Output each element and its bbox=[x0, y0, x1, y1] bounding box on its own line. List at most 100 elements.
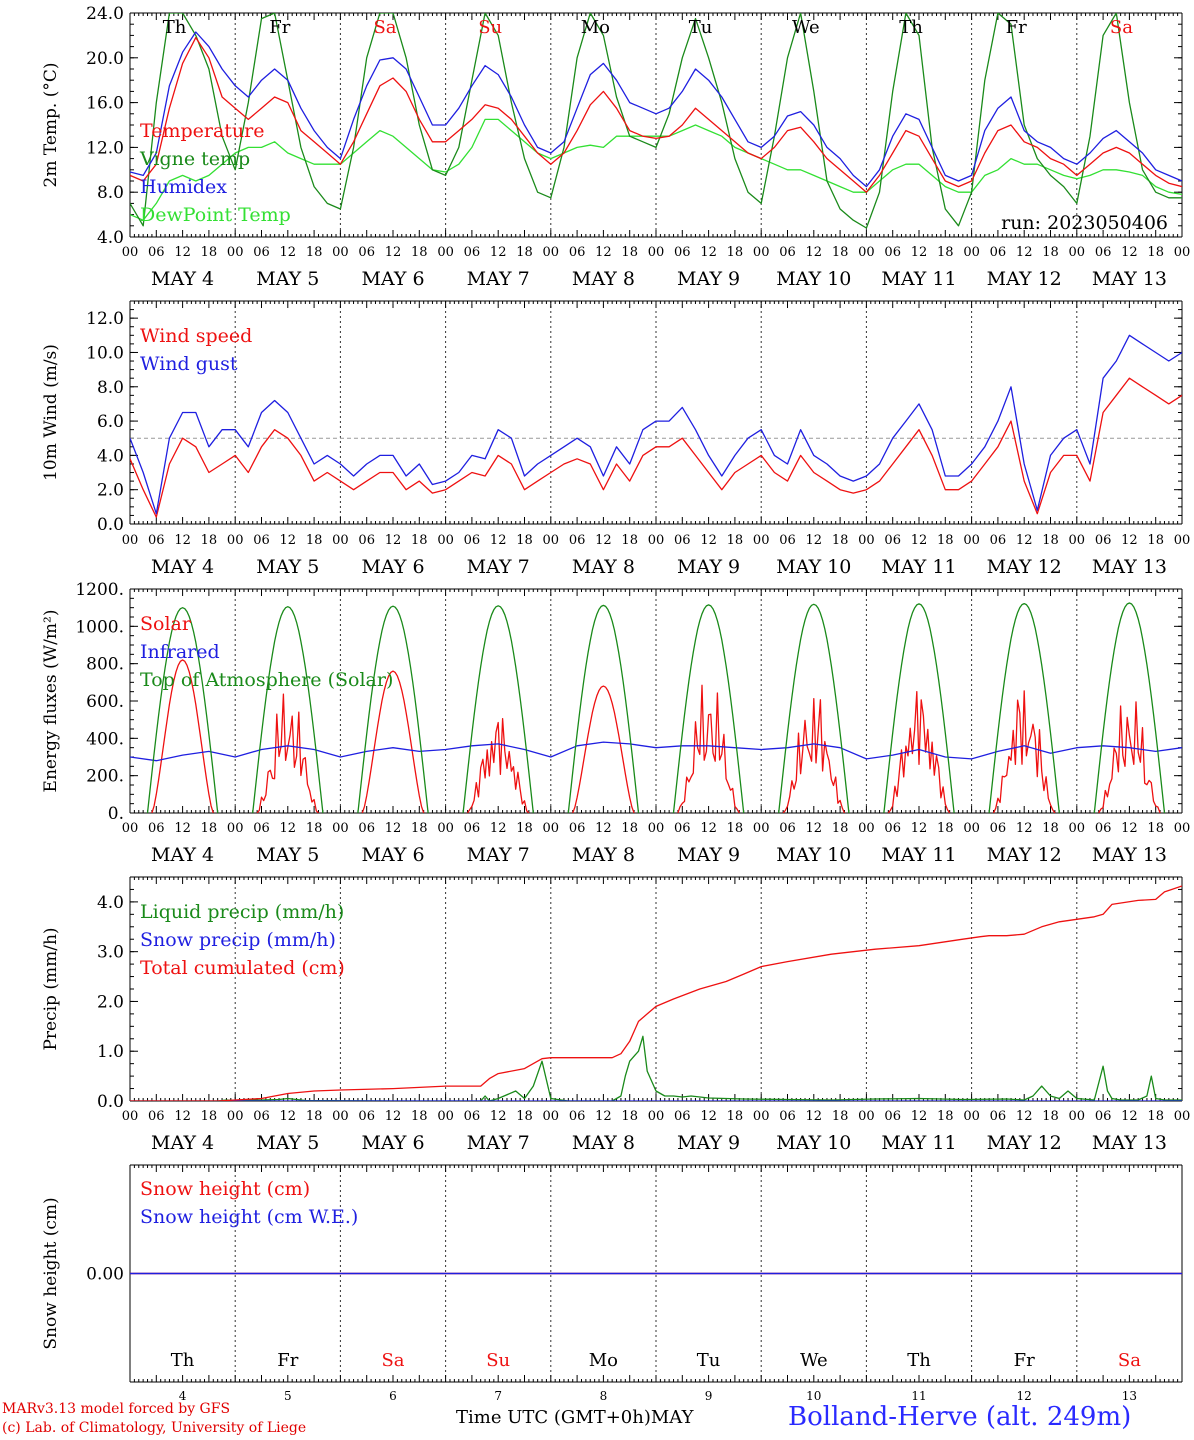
x-date-label: MAY 9 bbox=[677, 844, 740, 866]
x-hour-label: 06 bbox=[148, 533, 165, 548]
x-date-label: MAY 11 bbox=[881, 1132, 956, 1154]
day-abbr-label: Su bbox=[486, 1350, 510, 1371]
run-annotation: run: 2023050406 bbox=[1001, 212, 1168, 234]
x-hour-label: 00 bbox=[437, 1109, 454, 1124]
legend-entry: Snow height (cm W.E.) bbox=[140, 1206, 358, 1228]
series-solar-line bbox=[256, 693, 319, 813]
x-hour-label: 00 bbox=[122, 821, 139, 836]
day-number-label: 11 bbox=[911, 1389, 926, 1403]
x-hour-label: 00 bbox=[1174, 245, 1191, 260]
legend-entry: Infrared bbox=[140, 641, 220, 663]
x-date-label: MAY 8 bbox=[572, 268, 635, 290]
x-date-label: MAY 6 bbox=[361, 1132, 424, 1154]
x-hour-label: 06 bbox=[569, 533, 586, 548]
series-liquid-precip-mm-h-line bbox=[130, 1035, 1182, 1101]
series-top-of-atmosphere-solar-line bbox=[778, 603, 850, 813]
y-tick-label: 400. bbox=[86, 729, 124, 749]
x-hour-label: 12 bbox=[490, 245, 507, 260]
x-hour-label: 00 bbox=[332, 245, 349, 260]
x-hour-label: 18 bbox=[1042, 1109, 1059, 1124]
legend-entry: Wind speed bbox=[140, 325, 252, 347]
x-date-label: MAY 8 bbox=[572, 556, 635, 578]
legend-entry: Temperature bbox=[140, 120, 264, 142]
x-hour-label: 12 bbox=[806, 245, 823, 260]
x-hour-label: 18 bbox=[832, 245, 849, 260]
series-solar-line bbox=[887, 691, 951, 813]
x-hour-label: 00 bbox=[332, 533, 349, 548]
x-hour-label: 12 bbox=[280, 533, 297, 548]
y-tick-label: 3.0 bbox=[97, 943, 124, 963]
x-hour-label: 06 bbox=[1095, 1109, 1112, 1124]
day-abbr-label: Fr bbox=[1014, 1350, 1035, 1371]
x-hour-label: 00 bbox=[858, 245, 875, 260]
x-date-label: MAY 10 bbox=[776, 1132, 851, 1154]
x-hour-label: 00 bbox=[437, 245, 454, 260]
x-date-label: MAY 8 bbox=[572, 1132, 635, 1154]
x-hour-label: 06 bbox=[884, 245, 901, 260]
x-hour-label: 00 bbox=[858, 1109, 875, 1124]
x-hour-label: 18 bbox=[1147, 1109, 1164, 1124]
x-hour-label: 18 bbox=[727, 245, 744, 260]
x-hour-label: 12 bbox=[1121, 533, 1138, 548]
day-abbr-label: Th bbox=[171, 1350, 195, 1371]
x-hour-label: 12 bbox=[595, 533, 612, 548]
x-hour-label: 06 bbox=[148, 1109, 165, 1124]
x-date-label: MAY 6 bbox=[361, 556, 424, 578]
x-hour-label: 18 bbox=[727, 1109, 744, 1124]
day-abbr-label: Fr bbox=[1006, 17, 1027, 38]
x-date-label: MAY 6 bbox=[361, 844, 424, 866]
x-hour-label: 00 bbox=[1069, 821, 1086, 836]
day-abbr-label: Mo bbox=[581, 17, 610, 38]
x-hour-label: 18 bbox=[832, 1109, 849, 1124]
x-hour-label: 12 bbox=[1016, 533, 1033, 548]
x-hour-label: 06 bbox=[358, 1109, 375, 1124]
y-tick-label: 0. bbox=[108, 804, 124, 824]
x-hour-label: 18 bbox=[937, 821, 954, 836]
panel-2: 0.0 2.0 4.0 6.0 8.0 10.0 12.0 10m Wind (m/s) 00 0… bbox=[41, 300, 1190, 578]
x-hour-label: 12 bbox=[595, 245, 612, 260]
legend-entry: Liquid precip (mm/h) bbox=[140, 901, 344, 923]
series-top-of-atmosphere-solar-line bbox=[357, 605, 429, 813]
y-tick-label: 4.0 bbox=[97, 893, 124, 913]
x-date-label: MAY 7 bbox=[467, 556, 530, 578]
x-date-label: MAY 12 bbox=[987, 268, 1062, 290]
x-hour-label: 18 bbox=[1042, 245, 1059, 260]
x-hour-label: 06 bbox=[358, 821, 375, 836]
series-wind-speed-line bbox=[130, 377, 1182, 518]
day-abbr-label: Th bbox=[899, 17, 923, 38]
x-hour-label: 06 bbox=[464, 1109, 481, 1124]
x-date-label: MAY 10 bbox=[776, 268, 851, 290]
x-hour-label: 00 bbox=[1174, 1109, 1191, 1124]
x-hour-label: 12 bbox=[1121, 245, 1138, 260]
x-date-label: MAY 9 bbox=[677, 1132, 740, 1154]
x-hour-label: 06 bbox=[779, 1109, 796, 1124]
x-hour-label: 00 bbox=[227, 1109, 244, 1124]
x-hour-label: 00 bbox=[753, 821, 770, 836]
x-hour-label: 18 bbox=[411, 821, 428, 836]
series-top-of-atmosphere-solar-line bbox=[567, 604, 640, 813]
x-hour-label: 12 bbox=[911, 245, 928, 260]
y-tick-label: 4.0 bbox=[97, 228, 124, 248]
x-hour-label: 12 bbox=[806, 533, 823, 548]
day-abbr-label: Sa bbox=[373, 17, 396, 38]
x-hour-label: 12 bbox=[1016, 245, 1033, 260]
y-tick-label: 0.0 bbox=[97, 515, 124, 535]
y-axis-label: Snow height (cm) bbox=[41, 1197, 61, 1349]
series-solar-line bbox=[466, 717, 530, 813]
x-hour-label: 12 bbox=[700, 821, 717, 836]
lab-credit: (c) Lab. of Climatology, University of L… bbox=[2, 1420, 307, 1436]
x-hour-label: 18 bbox=[621, 245, 638, 260]
x-hour-label: 06 bbox=[358, 245, 375, 260]
x-date-label: MAY 13 bbox=[1092, 556, 1167, 578]
y-tick-label: 4.0 bbox=[97, 446, 124, 466]
y-tick-label: 8.0 bbox=[97, 378, 124, 398]
x-hour-label: 18 bbox=[727, 821, 744, 836]
y-tick-label: 1.0 bbox=[97, 1042, 124, 1062]
plot-area bbox=[130, 602, 1182, 813]
x-hour-label: 06 bbox=[464, 821, 481, 836]
x-date-label: MAY 10 bbox=[776, 556, 851, 578]
x-hour-label: 18 bbox=[201, 1109, 218, 1124]
x-hour-label: 06 bbox=[779, 245, 796, 260]
x-hour-label: 00 bbox=[648, 245, 665, 260]
x-date-label: MAY 4 bbox=[151, 844, 214, 866]
